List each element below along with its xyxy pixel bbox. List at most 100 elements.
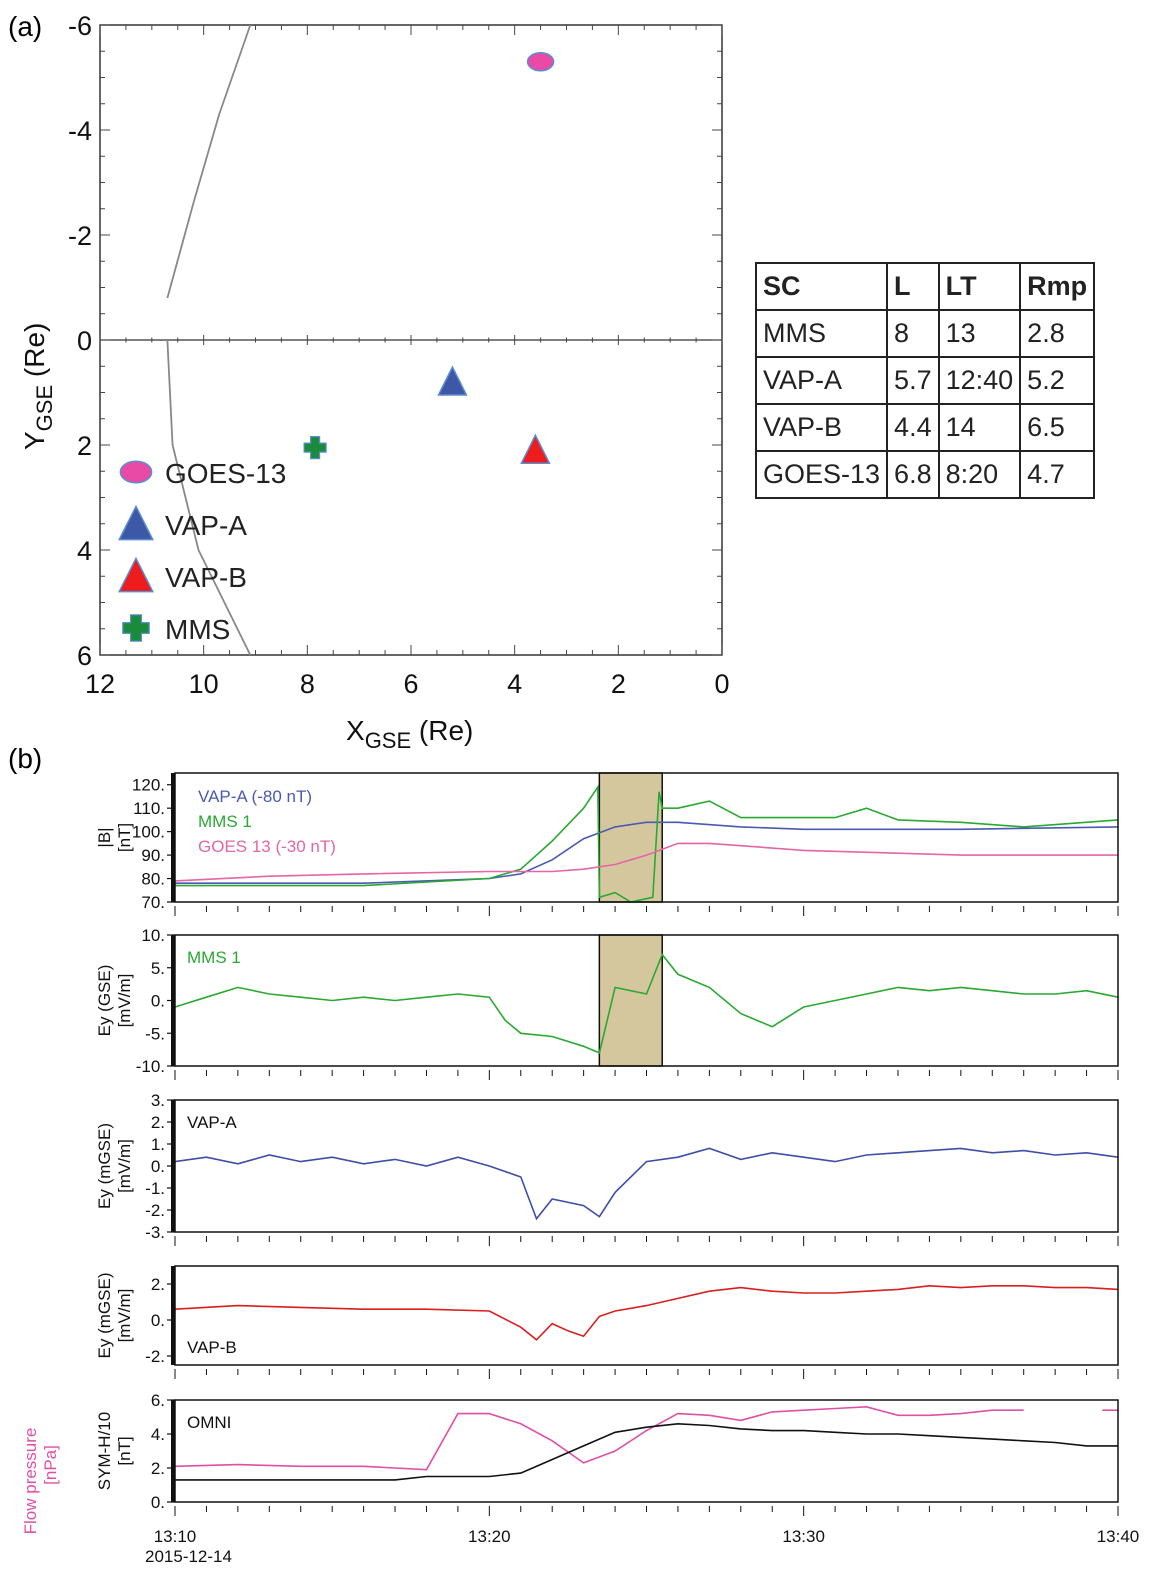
y-axis-unit-2: [nPa] (41, 1445, 60, 1485)
y-tick-label: 6. (151, 1391, 165, 1410)
y-tick-label: -5. (145, 1024, 165, 1043)
y-tick-label: 3. (151, 1091, 165, 1110)
table-cell: 4.4 (886, 403, 940, 452)
y-tick-label: 1. (151, 1135, 165, 1154)
y-axis-unit: [mV/m] (115, 1139, 134, 1193)
table-cell: 14 (937, 403, 1022, 452)
legend-label: VAP-A (165, 510, 247, 541)
series-line (174, 1284, 1119, 1341)
legend-marker-goes-13 (119, 460, 153, 484)
table-header-lt: LT (937, 262, 1022, 311)
y-tick-label: 2. (151, 1275, 165, 1294)
y-axis-label: YGSE (Re) (19, 323, 57, 450)
x-tick-label: 6 (403, 669, 418, 699)
panel-label-b: (b) (8, 743, 42, 774)
legend-marker-mms (122, 614, 150, 642)
panel-annotation: VAP-B (187, 1338, 237, 1357)
point-vap-a (437, 365, 468, 396)
y-tick-label: 4. (151, 1425, 165, 1444)
y-axis-unit: [nT] (115, 1436, 134, 1465)
table-cell: GOES-13 (754, 450, 889, 499)
legend-label: VAP-B (165, 562, 247, 593)
legend-label: MMS 1 (198, 812, 252, 831)
y-tick-label: 120. (132, 776, 165, 795)
y-axis-label: Ey (mGSE) (95, 1273, 114, 1359)
y-tick-label: 10. (141, 926, 165, 945)
y-axis-label-unit: (Re) (19, 323, 50, 385)
x-axis-label: XGSE (Re) (346, 715, 473, 753)
table-cell: 6.8 (886, 450, 940, 499)
panel-annotation: OMNI (187, 1413, 231, 1432)
point-vap-b (520, 433, 551, 464)
table-cell: VAP-B (754, 403, 889, 452)
y-axis-unit: [mV/m] (115, 1289, 134, 1343)
panel-frame (174, 1099, 1119, 1233)
x-tick-label: 13:10 (154, 1527, 197, 1546)
y-tick-label: 0. (151, 1493, 165, 1512)
legend-label: GOES-13 (165, 458, 286, 489)
y-tick-label: 80. (141, 870, 165, 889)
y-axis-label: SYM-H/10 (95, 1412, 114, 1490)
y-tick-label: 6 (77, 641, 92, 671)
y-tick-label: 2. (151, 1459, 165, 1478)
x-tick-label: 13:40 (1097, 1527, 1140, 1546)
y-tick-label: -3. (145, 1223, 165, 1242)
x-axis-label-main: X (346, 715, 365, 746)
table-cell: 2.8 (1019, 309, 1096, 358)
series-line (174, 1147, 1119, 1221)
ts-panel-1: 70. 80. 90. 100. 110. 120. |B| [nT] VAP-A (-80 n… (95, 772, 1119, 916)
x-tick-label: 4 (507, 669, 522, 699)
y-axis-label: Ey (GSE) (95, 965, 114, 1037)
y-axis-label-sub: GSE (32, 385, 57, 431)
y-tick-label: -10. (136, 1057, 165, 1076)
y-tick-label: -2. (145, 1201, 165, 1220)
y-tick-label: -4 (68, 116, 92, 146)
series-line (175, 821, 1119, 884)
table-header-row: SC L LT Rmp (754, 262, 1096, 311)
y-tick-label: 2 (77, 431, 92, 461)
shaded-interval (598, 772, 663, 903)
y-axis-unit: [mV/m] (115, 974, 134, 1028)
x-tick-label: 2 (611, 669, 626, 699)
x-tick-label: 0 (714, 669, 729, 699)
x-tick-label: 13:30 (782, 1527, 825, 1546)
table-cell: 8:20 (937, 450, 1022, 499)
y-tick-label: -1. (145, 1179, 165, 1198)
point-goes-13 (526, 52, 555, 72)
spacecraft-table: SC L LT Rmp MMS 8 13 2.8 VAP-A 5.7 12:40… (754, 262, 1096, 499)
ts-panel-5: 0. 2. 4. 6. SYM-H/10 [nT] Flow pressure [nPa] OM… (21, 1391, 1119, 1534)
y-tick-label: 0 (77, 326, 92, 356)
series-line (174, 953, 1119, 1055)
table-cell: 5.2 (1019, 356, 1096, 405)
legend-label: MMS (165, 614, 230, 645)
panel-annotation: VAP-A (187, 1113, 237, 1132)
time-series-plots: 70.80.90.100.110.120.|B| [nT]VAP-A (-80 n… (21, 772, 1140, 1566)
panel-frame (174, 1399, 1119, 1503)
y-tick-label: -2. (145, 1347, 165, 1366)
x-axis-label-unit: (Re) (411, 715, 473, 746)
series-line (174, 1405, 1024, 1471)
shaded-interval (598, 934, 663, 1067)
panel-frame (174, 1265, 1119, 1366)
x-axis-label-sub: GSE (365, 728, 411, 753)
table-cell: 4.7 (1019, 450, 1096, 499)
axis-bar (171, 1266, 175, 1365)
table-cell: 12:40 (937, 356, 1022, 405)
table-header-rmp: Rmp (1019, 262, 1096, 311)
series-line (175, 1422, 1118, 1481)
axis-bar (171, 1400, 175, 1502)
boundary-curve (166, 24, 252, 299)
ts-panel-2: -10. -5. 0. 5. 10. Ey (GSE) [mV/m] MMS 1 (95, 926, 1119, 1080)
y-tick-label: 90. (141, 846, 165, 865)
series-line (174, 842, 1118, 882)
point-mms (303, 436, 327, 460)
y-axis-unit: [nT] (115, 823, 134, 852)
y-tick-label: 100. (132, 823, 165, 842)
table-cell: MMS (754, 309, 889, 358)
y-tick-label: 110. (133, 799, 165, 818)
table-row: GOES-13 6.8 8:20 4.7 (754, 450, 1096, 499)
y-tick-label: 0. (151, 1157, 165, 1176)
legend-label: GOES 13 (-30 nT) (198, 837, 336, 856)
y-tick-label: 5. (151, 959, 165, 978)
